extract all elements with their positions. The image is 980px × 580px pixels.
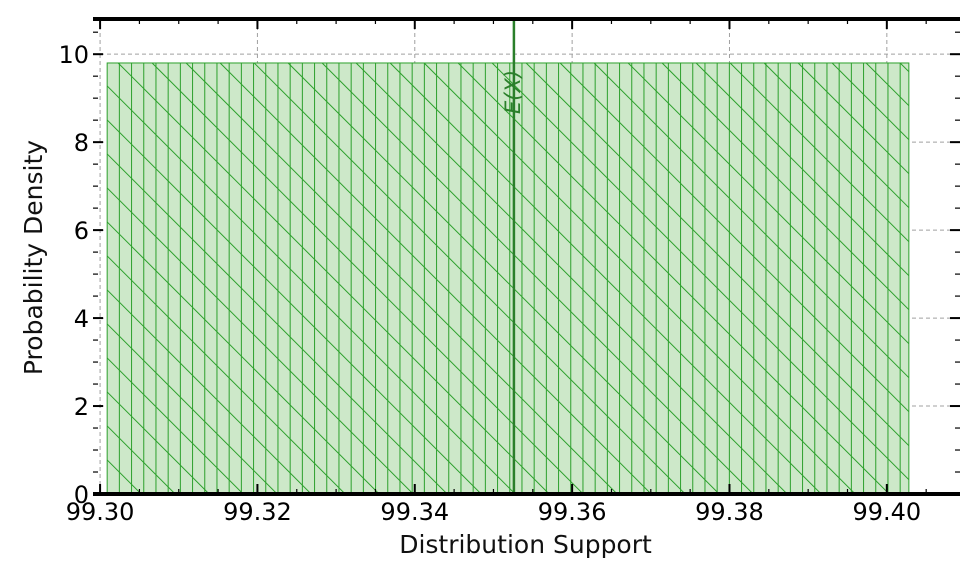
y-tick-label: 6 xyxy=(74,217,89,245)
x-tick-label: 99.40 xyxy=(852,498,921,526)
hatch-line xyxy=(491,62,909,481)
x-tick-label: 99.38 xyxy=(695,498,764,526)
hatch-line xyxy=(117,62,550,495)
axes xyxy=(93,17,960,496)
hatch-line xyxy=(151,62,584,495)
hatch-line xyxy=(107,85,516,495)
mean-marker: E(X) xyxy=(501,19,525,494)
hatch-line xyxy=(389,62,822,495)
hatch-line xyxy=(797,62,909,175)
x-tick-label: 99.32 xyxy=(223,498,292,526)
mean-annotation: E(X) xyxy=(501,70,525,114)
hatch-line xyxy=(661,62,909,311)
hatch-line xyxy=(355,62,788,495)
hatch-line xyxy=(627,62,909,345)
hatch-line xyxy=(107,493,108,494)
hatch-line xyxy=(219,62,652,495)
hatch-line xyxy=(831,62,909,141)
hatch-line xyxy=(729,62,909,243)
hatch-line xyxy=(321,62,754,495)
hatch-line xyxy=(107,391,210,495)
y-tick-label: 8 xyxy=(74,129,89,157)
hatch-line xyxy=(185,62,618,495)
x-tick-label: 99.30 xyxy=(66,498,135,526)
hatch-line xyxy=(457,62,890,495)
hatch-line xyxy=(899,62,909,73)
hatch-line xyxy=(525,62,909,447)
bars xyxy=(106,62,980,495)
hatch-line xyxy=(763,62,909,209)
hatch-line xyxy=(593,62,909,379)
x-tick-label: 99.34 xyxy=(380,498,449,526)
hatch-line xyxy=(107,153,448,495)
hatch-line xyxy=(287,62,720,495)
x-tick-label: 99.36 xyxy=(538,498,607,526)
hatch-line xyxy=(423,62,856,495)
hatch-line xyxy=(107,323,278,495)
hatch-line xyxy=(107,187,414,495)
hatch-line xyxy=(559,62,909,413)
hatch-line xyxy=(107,119,482,495)
y-tick-label: 4 xyxy=(74,305,89,333)
y-tick-label: 0 xyxy=(74,481,89,509)
y-tick-label: 10 xyxy=(58,41,89,69)
hatch-line xyxy=(107,221,380,495)
hatch-line xyxy=(107,357,244,495)
hatch-line xyxy=(107,289,312,495)
hatch-line xyxy=(934,63,980,494)
y-axis-label: Probability Density xyxy=(19,140,48,375)
ticks: 99.30 99.32 99.34 99.36 99.38 99.40 0 2 4 6 8 10 xyxy=(58,19,960,526)
hatch-line xyxy=(695,62,909,277)
hatch-line xyxy=(253,62,686,495)
hatch-line xyxy=(107,255,346,495)
bar-hatch xyxy=(107,62,980,495)
y-tick-label: 2 xyxy=(74,393,89,421)
density-bar xyxy=(107,62,909,495)
x-axis-label: Distribution Support xyxy=(399,530,652,559)
